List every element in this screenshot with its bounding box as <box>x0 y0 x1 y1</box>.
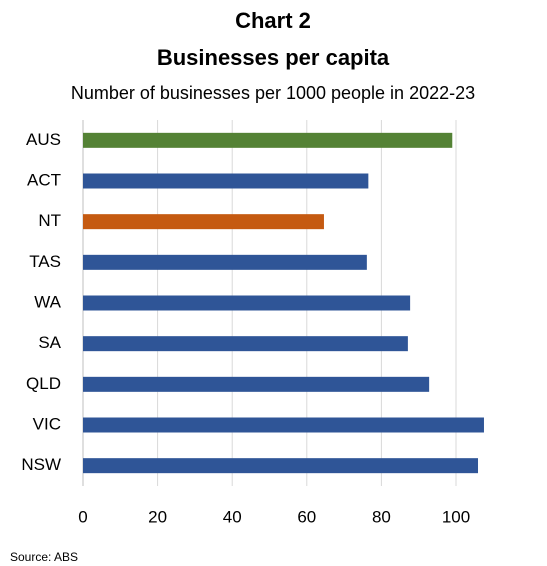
bar <box>83 376 430 392</box>
chart-title: Chart 2 <box>235 8 311 33</box>
bar <box>83 254 367 270</box>
bar <box>83 132 453 148</box>
bar <box>83 417 484 433</box>
bar <box>83 214 324 230</box>
y-tick-label: ACT <box>27 170 61 189</box>
chart-heading: Businesses per capita <box>157 45 390 70</box>
bar <box>83 295 411 311</box>
bar <box>83 173 369 189</box>
y-tick-label: AUS <box>26 130 61 149</box>
bar <box>83 336 408 352</box>
y-tick-label: QLD <box>26 374 61 393</box>
y-tick-label: SA <box>38 333 61 352</box>
x-tick-label: 20 <box>148 507 167 526</box>
y-tick-label: WA <box>34 292 61 311</box>
source-note: Source: ABS <box>10 550 78 564</box>
x-tick-label: 40 <box>223 507 242 526</box>
y-tick-label: VIC <box>33 414 61 433</box>
chart-subtitle: Number of businesses per 1000 people in … <box>71 83 475 103</box>
y-tick-label: TAS <box>29 252 61 271</box>
x-tick-label: 100 <box>442 507 470 526</box>
y-tick-label: NT <box>38 211 61 230</box>
bar <box>83 458 479 474</box>
x-tick-label: 0 <box>78 507 87 526</box>
y-tick-label: NSW <box>21 455 61 474</box>
x-tick-label: 60 <box>297 507 316 526</box>
x-tick-label: 80 <box>372 507 391 526</box>
